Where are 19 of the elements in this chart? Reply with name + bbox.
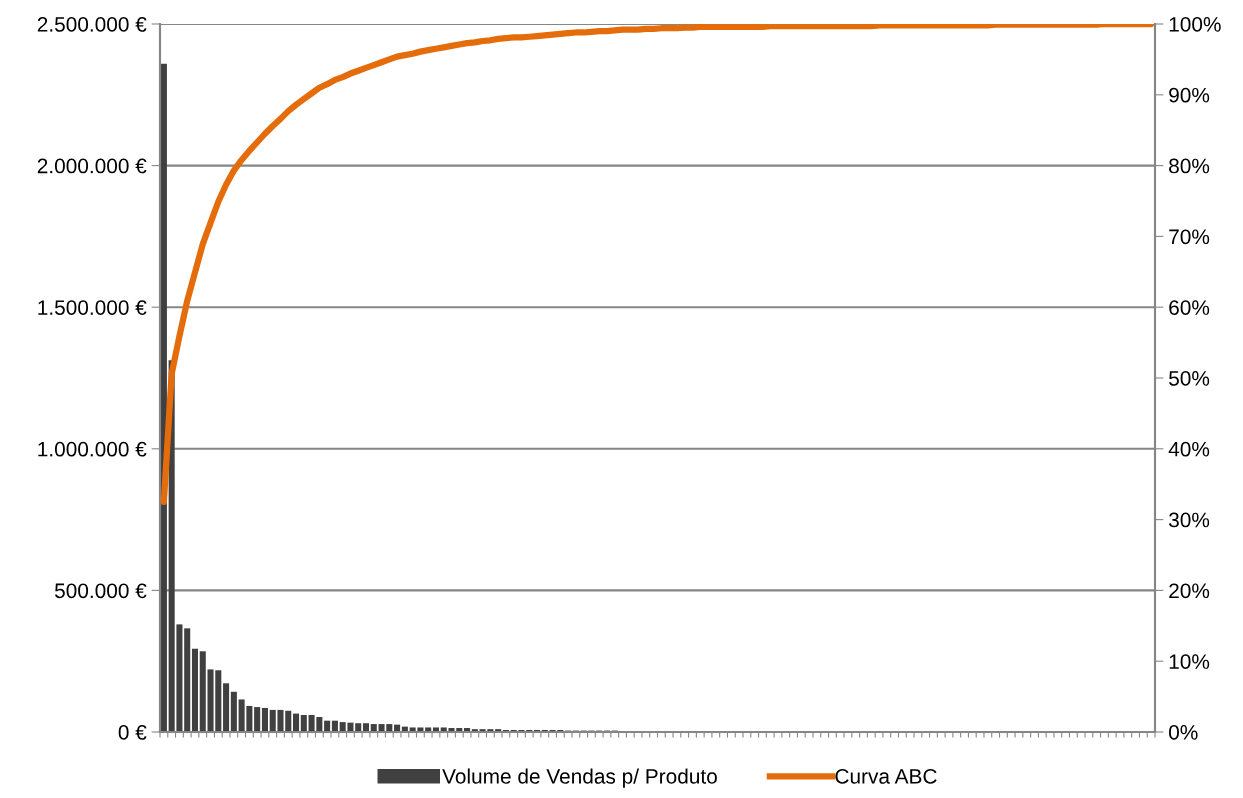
y2-tick-label: 40% <box>1168 441 1210 457</box>
y-tick-label: 2.000.000 € <box>37 158 147 174</box>
y-tick-label: 0 € <box>118 725 147 740</box>
legend-label: Volume de Vendas p/ Produto <box>442 768 717 788</box>
y2-tick-label: 20% <box>1169 583 1210 599</box>
y2-tick-label: 80% <box>1169 158 1210 174</box>
legend-label: Curva ABC <box>835 769 937 784</box>
y2-tick-label: 90% <box>1169 87 1210 103</box>
y2-tick-label: 70% <box>1169 229 1210 245</box>
y2-tick-label: 10% <box>1169 654 1210 669</box>
y2-tick-label: 100% <box>1169 17 1221 32</box>
y2-tick-label: 0% <box>1169 725 1198 740</box>
y-tick-label: 1.500.000 € <box>38 300 147 315</box>
y-tick-label: 2.500.000 € <box>37 17 147 32</box>
y2-tick-label: 50% <box>1169 371 1210 386</box>
y-tick-label: 500.000 € <box>54 583 147 599</box>
y2-tick-label: 30% <box>1168 512 1210 528</box>
y-tick-label: 1.000.000 € <box>38 441 147 457</box>
y2-tick-label: 60% <box>1169 300 1210 315</box>
